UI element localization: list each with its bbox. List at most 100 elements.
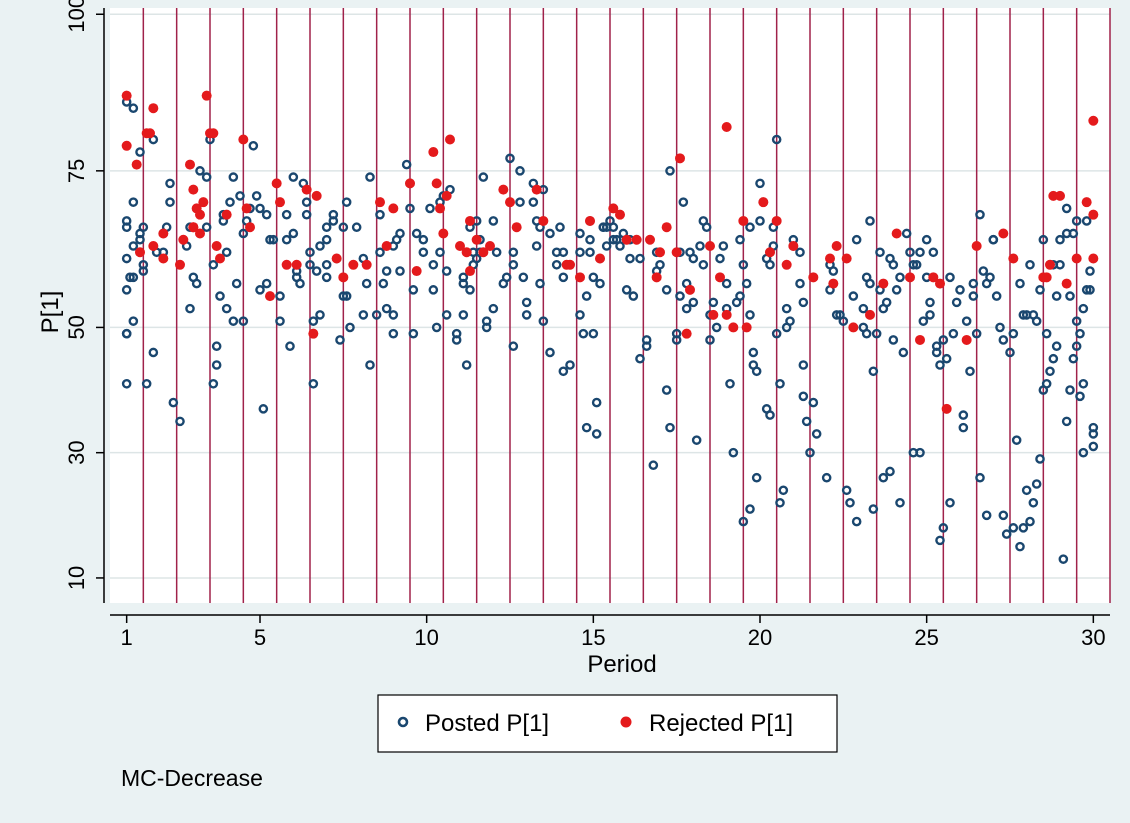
posted-point xyxy=(508,247,519,258)
posted-point xyxy=(265,234,275,245)
posted-point xyxy=(1078,303,1089,314)
rejected-point xyxy=(971,241,982,251)
rejected-point xyxy=(1061,278,1072,289)
rejected-point xyxy=(301,184,312,195)
posted-point xyxy=(928,247,939,258)
posted-point xyxy=(208,378,219,389)
posted-point xyxy=(1051,291,1062,301)
rejected-point xyxy=(311,190,322,201)
posted-point xyxy=(888,335,899,345)
posted-point xyxy=(338,291,349,301)
posted-point xyxy=(321,222,332,233)
rejected-point xyxy=(585,215,595,226)
posted-point xyxy=(1018,523,1029,533)
rejected-point xyxy=(891,228,902,239)
posted-point xyxy=(771,134,782,145)
posted-point xyxy=(305,247,315,258)
posted-point xyxy=(1061,416,1072,427)
posted-point xyxy=(361,278,372,289)
posted-point xyxy=(665,166,675,176)
posted-point xyxy=(738,259,749,270)
rejected-point xyxy=(445,134,455,145)
posted-point xyxy=(798,391,809,402)
posted-point xyxy=(405,203,415,214)
posted-point xyxy=(261,209,272,220)
x-axis-title: Period xyxy=(587,651,656,678)
rejected-point xyxy=(208,128,219,139)
posted-point xyxy=(795,247,805,258)
posted-point xyxy=(841,485,852,496)
posted-point xyxy=(238,228,249,239)
posted-point xyxy=(688,297,699,308)
rejected-point xyxy=(485,241,495,251)
posted-point xyxy=(861,328,872,339)
posted-point xyxy=(201,172,212,182)
posted-point xyxy=(765,259,775,270)
posted-point xyxy=(238,316,249,326)
posted-point xyxy=(891,285,902,295)
posted-point xyxy=(588,328,599,339)
posted-point xyxy=(608,222,619,233)
rejected-point xyxy=(771,215,782,226)
posted-point xyxy=(165,178,175,189)
rejected-point xyxy=(961,334,972,345)
posted-point xyxy=(715,253,725,264)
posted-point xyxy=(808,397,819,408)
posted-point xyxy=(858,303,869,314)
posted-point xyxy=(341,291,352,301)
posted-point xyxy=(965,366,975,377)
posted-point xyxy=(701,222,712,233)
posted-point xyxy=(315,310,325,320)
posted-point xyxy=(425,203,435,214)
posted-point xyxy=(675,291,685,301)
posted-point xyxy=(211,341,222,352)
posted-point xyxy=(351,222,362,233)
rejected-point xyxy=(338,272,349,283)
posted-point xyxy=(358,310,369,320)
posted-point xyxy=(745,222,755,233)
posted-point xyxy=(975,472,985,483)
posted-point xyxy=(1035,454,1045,464)
posted-point xyxy=(1025,259,1035,270)
posted-point xyxy=(921,234,932,245)
posted-point xyxy=(865,278,875,289)
posted-point xyxy=(418,234,429,245)
posted-point xyxy=(1075,391,1085,402)
posted-point xyxy=(1071,316,1082,326)
posted-point xyxy=(931,347,942,358)
rejected-point xyxy=(878,278,889,289)
posted-point xyxy=(875,247,885,258)
rejected-point xyxy=(675,153,685,164)
posted-point xyxy=(678,197,689,207)
posted-point xyxy=(365,172,375,182)
posted-point xyxy=(515,197,525,207)
posted-point xyxy=(951,297,962,308)
rejected-point xyxy=(375,197,385,208)
posted-point xyxy=(365,360,375,370)
posted-point xyxy=(805,447,815,458)
posted-point xyxy=(615,241,625,251)
posted-point xyxy=(961,316,972,326)
posted-point xyxy=(558,247,569,258)
rejected-point xyxy=(245,222,255,233)
posted-point xyxy=(941,353,952,364)
posted-point xyxy=(395,266,405,276)
posted-point xyxy=(138,222,149,233)
posted-point xyxy=(201,222,212,233)
rejected-point xyxy=(538,215,549,226)
posted-point xyxy=(135,234,145,245)
posted-point xyxy=(228,172,239,182)
posted-point xyxy=(401,159,412,170)
posted-point xyxy=(255,285,265,295)
rejected-point xyxy=(148,241,159,251)
rejected-point xyxy=(461,247,472,258)
rejected-point xyxy=(708,309,719,320)
rejected-point xyxy=(808,272,819,283)
posted-point xyxy=(895,272,905,283)
posted-point xyxy=(128,241,139,251)
posted-point xyxy=(755,178,765,189)
legend-box xyxy=(377,694,838,753)
posted-point xyxy=(288,172,299,182)
posted-point xyxy=(851,234,862,245)
posted-point xyxy=(725,378,735,389)
